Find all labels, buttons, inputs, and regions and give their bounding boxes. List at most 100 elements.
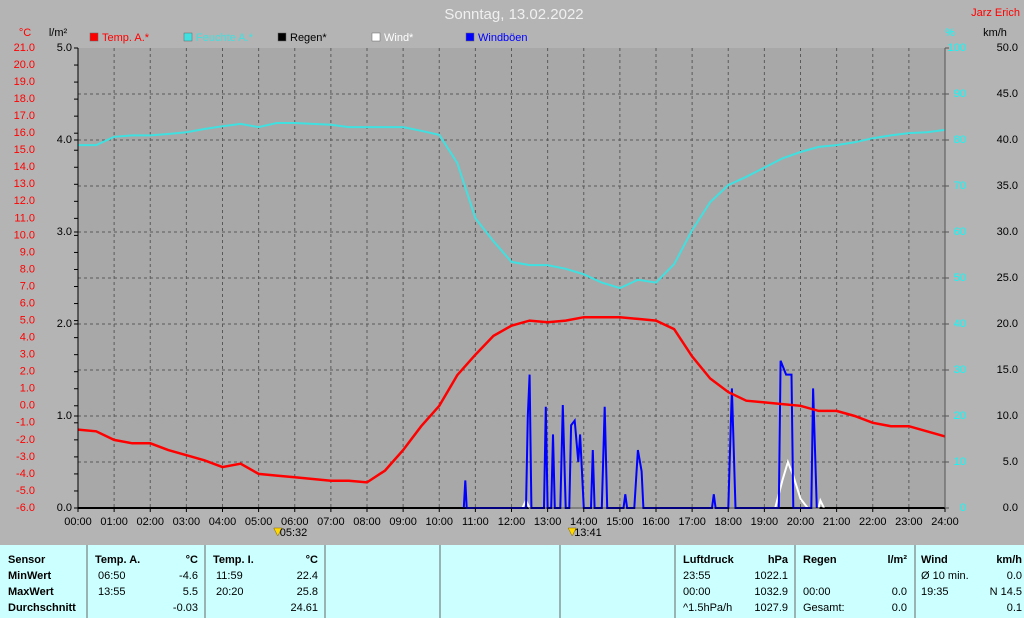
legend-swatch (465, 32, 475, 42)
legend-swatch (89, 32, 99, 42)
y-tick-label: -2.0 (16, 434, 35, 446)
table-cell: 13:55 (98, 586, 126, 598)
y-tick-label: 4.0 (57, 134, 72, 146)
y-tick-label: 5.0 (1003, 456, 1018, 468)
x-tick-label: 03:00 (173, 516, 201, 528)
legend-label: Windböen (478, 32, 528, 44)
y-tick-label: 6.0 (20, 297, 35, 309)
table-cell: Gesamt: (803, 602, 845, 614)
legend-swatch (183, 32, 193, 42)
legend-label: Regen* (290, 32, 327, 44)
legend-label: Wind* (384, 32, 414, 44)
y-tick-label: 40.0 (997, 134, 1018, 146)
y-tick-label: 20 (954, 410, 966, 422)
y-tick-label: 21.0 (14, 42, 35, 54)
y-tick-label: 17.0 (14, 110, 35, 122)
axis-unit: % (945, 27, 955, 39)
row-label: MinWert (8, 570, 52, 582)
x-tick-label: 15:00 (606, 516, 634, 528)
table-header: Sensor (8, 554, 46, 566)
table-header: Wind (921, 554, 948, 566)
x-tick-label: 13:00 (534, 516, 562, 528)
y-tick-label: 10 (954, 456, 966, 468)
y-tick-label: -4.0 (16, 468, 35, 480)
table-cell: -0.03 (173, 602, 198, 614)
x-tick-label: 08:00 (353, 516, 381, 528)
x-tick-label: 00:00 (64, 516, 92, 528)
table-cell: -4.6 (179, 570, 198, 582)
y-tick-label: 45.0 (997, 88, 1018, 100)
y-tick-label: 13.0 (14, 178, 35, 190)
legend: Temp. A.* Feuchte A.* Regen* Wind* Windböen (89, 32, 528, 44)
table-cell: 22.4 (297, 570, 318, 582)
table-cell: N 14.5 (990, 586, 1022, 598)
legend-swatch (371, 32, 381, 42)
table-cell: 0.1 (1007, 602, 1022, 614)
table-background (0, 545, 1024, 618)
annotation-label: 05:32 (280, 527, 308, 539)
author: Jarz Erich (971, 7, 1020, 19)
axes: 00:00 01:00 02:00 03:00 04:00 05:00 06:00 07:00… (14, 27, 1018, 539)
x-tick-label: 11:00 (462, 516, 489, 528)
x-tick-label: 21:00 (823, 516, 851, 528)
y-tick-label: -5.0 (16, 485, 35, 497)
y-tick-label: 10.0 (14, 229, 35, 241)
y-tick-label: 2.0 (57, 318, 72, 330)
y-tick-label: 12.0 (14, 195, 35, 207)
y-tick-label: 90 (954, 88, 966, 100)
axis-unit: km/h (983, 27, 1007, 39)
y-tick-label: 5.0 (20, 314, 35, 326)
y-tick-label: 30.0 (997, 226, 1018, 238)
x-tick-label: 16:00 (642, 516, 670, 528)
table-cell: 1022.1 (754, 570, 788, 582)
y-tick-label: 0 (960, 502, 966, 514)
y-tick-label: 0.0 (1003, 502, 1018, 514)
table-cell: 24.61 (290, 602, 318, 614)
y-tick-label: 50.0 (997, 42, 1018, 54)
table-cell: 1027.9 (754, 602, 788, 614)
y-tick-label: 1.0 (20, 383, 35, 395)
sun-icon (567, 527, 577, 537)
table-cell: 20:20 (216, 586, 244, 598)
x-tick-label: 22:00 (859, 516, 887, 528)
x-tick-label: 09:00 (389, 516, 417, 528)
x-tick-label: 24:00 (931, 516, 959, 528)
row-label: MaxWert (8, 586, 54, 598)
y-tick-label: 40 (954, 318, 966, 330)
table-cell: 0.0 (1007, 570, 1022, 582)
table-cell: 19:35 (921, 586, 949, 598)
row-label: Durchschnitt (8, 602, 76, 614)
x-tick-label: 18:00 (714, 516, 742, 528)
table-cell: 00:00 (683, 586, 711, 598)
y-tick-label: 0.0 (20, 400, 35, 412)
x-tick-label: 06:00 (281, 516, 309, 528)
y-tick-label: 16.0 (14, 127, 35, 139)
table-cell: Ø 10 min. (921, 570, 969, 582)
x-tick-label: 01:00 (100, 516, 128, 528)
x-tick-label: 20:00 (787, 516, 815, 528)
y-tick-label: 14.0 (14, 161, 35, 173)
y-tick-label: 1.0 (57, 410, 72, 422)
table-cell: ^1.5hPa/h (683, 602, 732, 614)
y-tick-label: 60 (954, 226, 966, 238)
table-header: Temp. I. (213, 554, 254, 566)
sun-icon (273, 527, 283, 537)
y-tick-label: 11.0 (14, 212, 35, 224)
y-tick-label: 70 (954, 180, 966, 192)
table-cell: 25.8 (297, 586, 318, 598)
series-line (77, 315, 946, 484)
y-tick-label: 3.0 (57, 226, 72, 238)
table-header: km/h (996, 554, 1022, 566)
table-header: hPa (768, 554, 789, 566)
y-tick-label: 50 (954, 272, 966, 284)
axis-unit: °C (19, 27, 31, 39)
y-tick-label: 0.0 (57, 502, 72, 514)
table-cell: 23:55 (683, 570, 711, 582)
table-cell: 5.5 (183, 586, 198, 598)
y-tick-label: 7.0 (20, 280, 35, 292)
y-tick-label: 35.0 (997, 180, 1018, 192)
y-tick-label: 10.0 (997, 410, 1018, 422)
y-tick-label: 4.0 (20, 332, 35, 344)
